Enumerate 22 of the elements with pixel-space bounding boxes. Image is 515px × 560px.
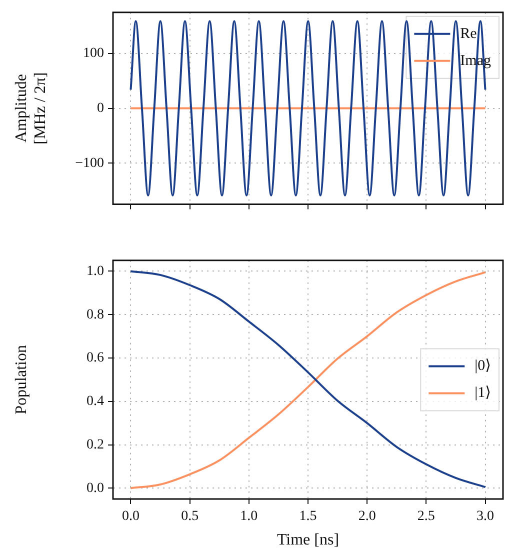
y-tick-label: −100 (75, 156, 104, 171)
y-axis-title: Amplitude [MHz / 2π] (12, 72, 50, 144)
y-tick-label: 0.8 (86, 307, 104, 322)
x-tick-label: 2.0 (358, 509, 376, 524)
y-axis-title: Population (12, 345, 30, 414)
y-tick-label: 0 (97, 100, 104, 116)
y-tick-label: 100 (83, 46, 104, 62)
x-tick-label: 2.5 (417, 509, 435, 524)
y-tick-label: 0.4 (86, 394, 104, 410)
legend-label: Re (460, 26, 478, 42)
y-tick-label: 0.6 (86, 350, 104, 366)
x-tick-label: 1.0 (240, 509, 258, 524)
y-tick-label: 0.0 (86, 480, 104, 496)
legend-label: |1⟩ (474, 385, 492, 402)
y-tick-label: 1.0 (86, 264, 104, 279)
legend-label: |0⟩ (474, 358, 492, 374)
x-tick-label: 0.0 (122, 509, 140, 524)
x-tick-label: 0.5 (181, 509, 199, 524)
x-axis-title: Time [ns] (276, 532, 340, 549)
x-tick-label: 3.0 (476, 509, 494, 524)
x-tick-label: 1.5 (299, 509, 317, 524)
y-tick-label: 0.2 (86, 437, 104, 452)
